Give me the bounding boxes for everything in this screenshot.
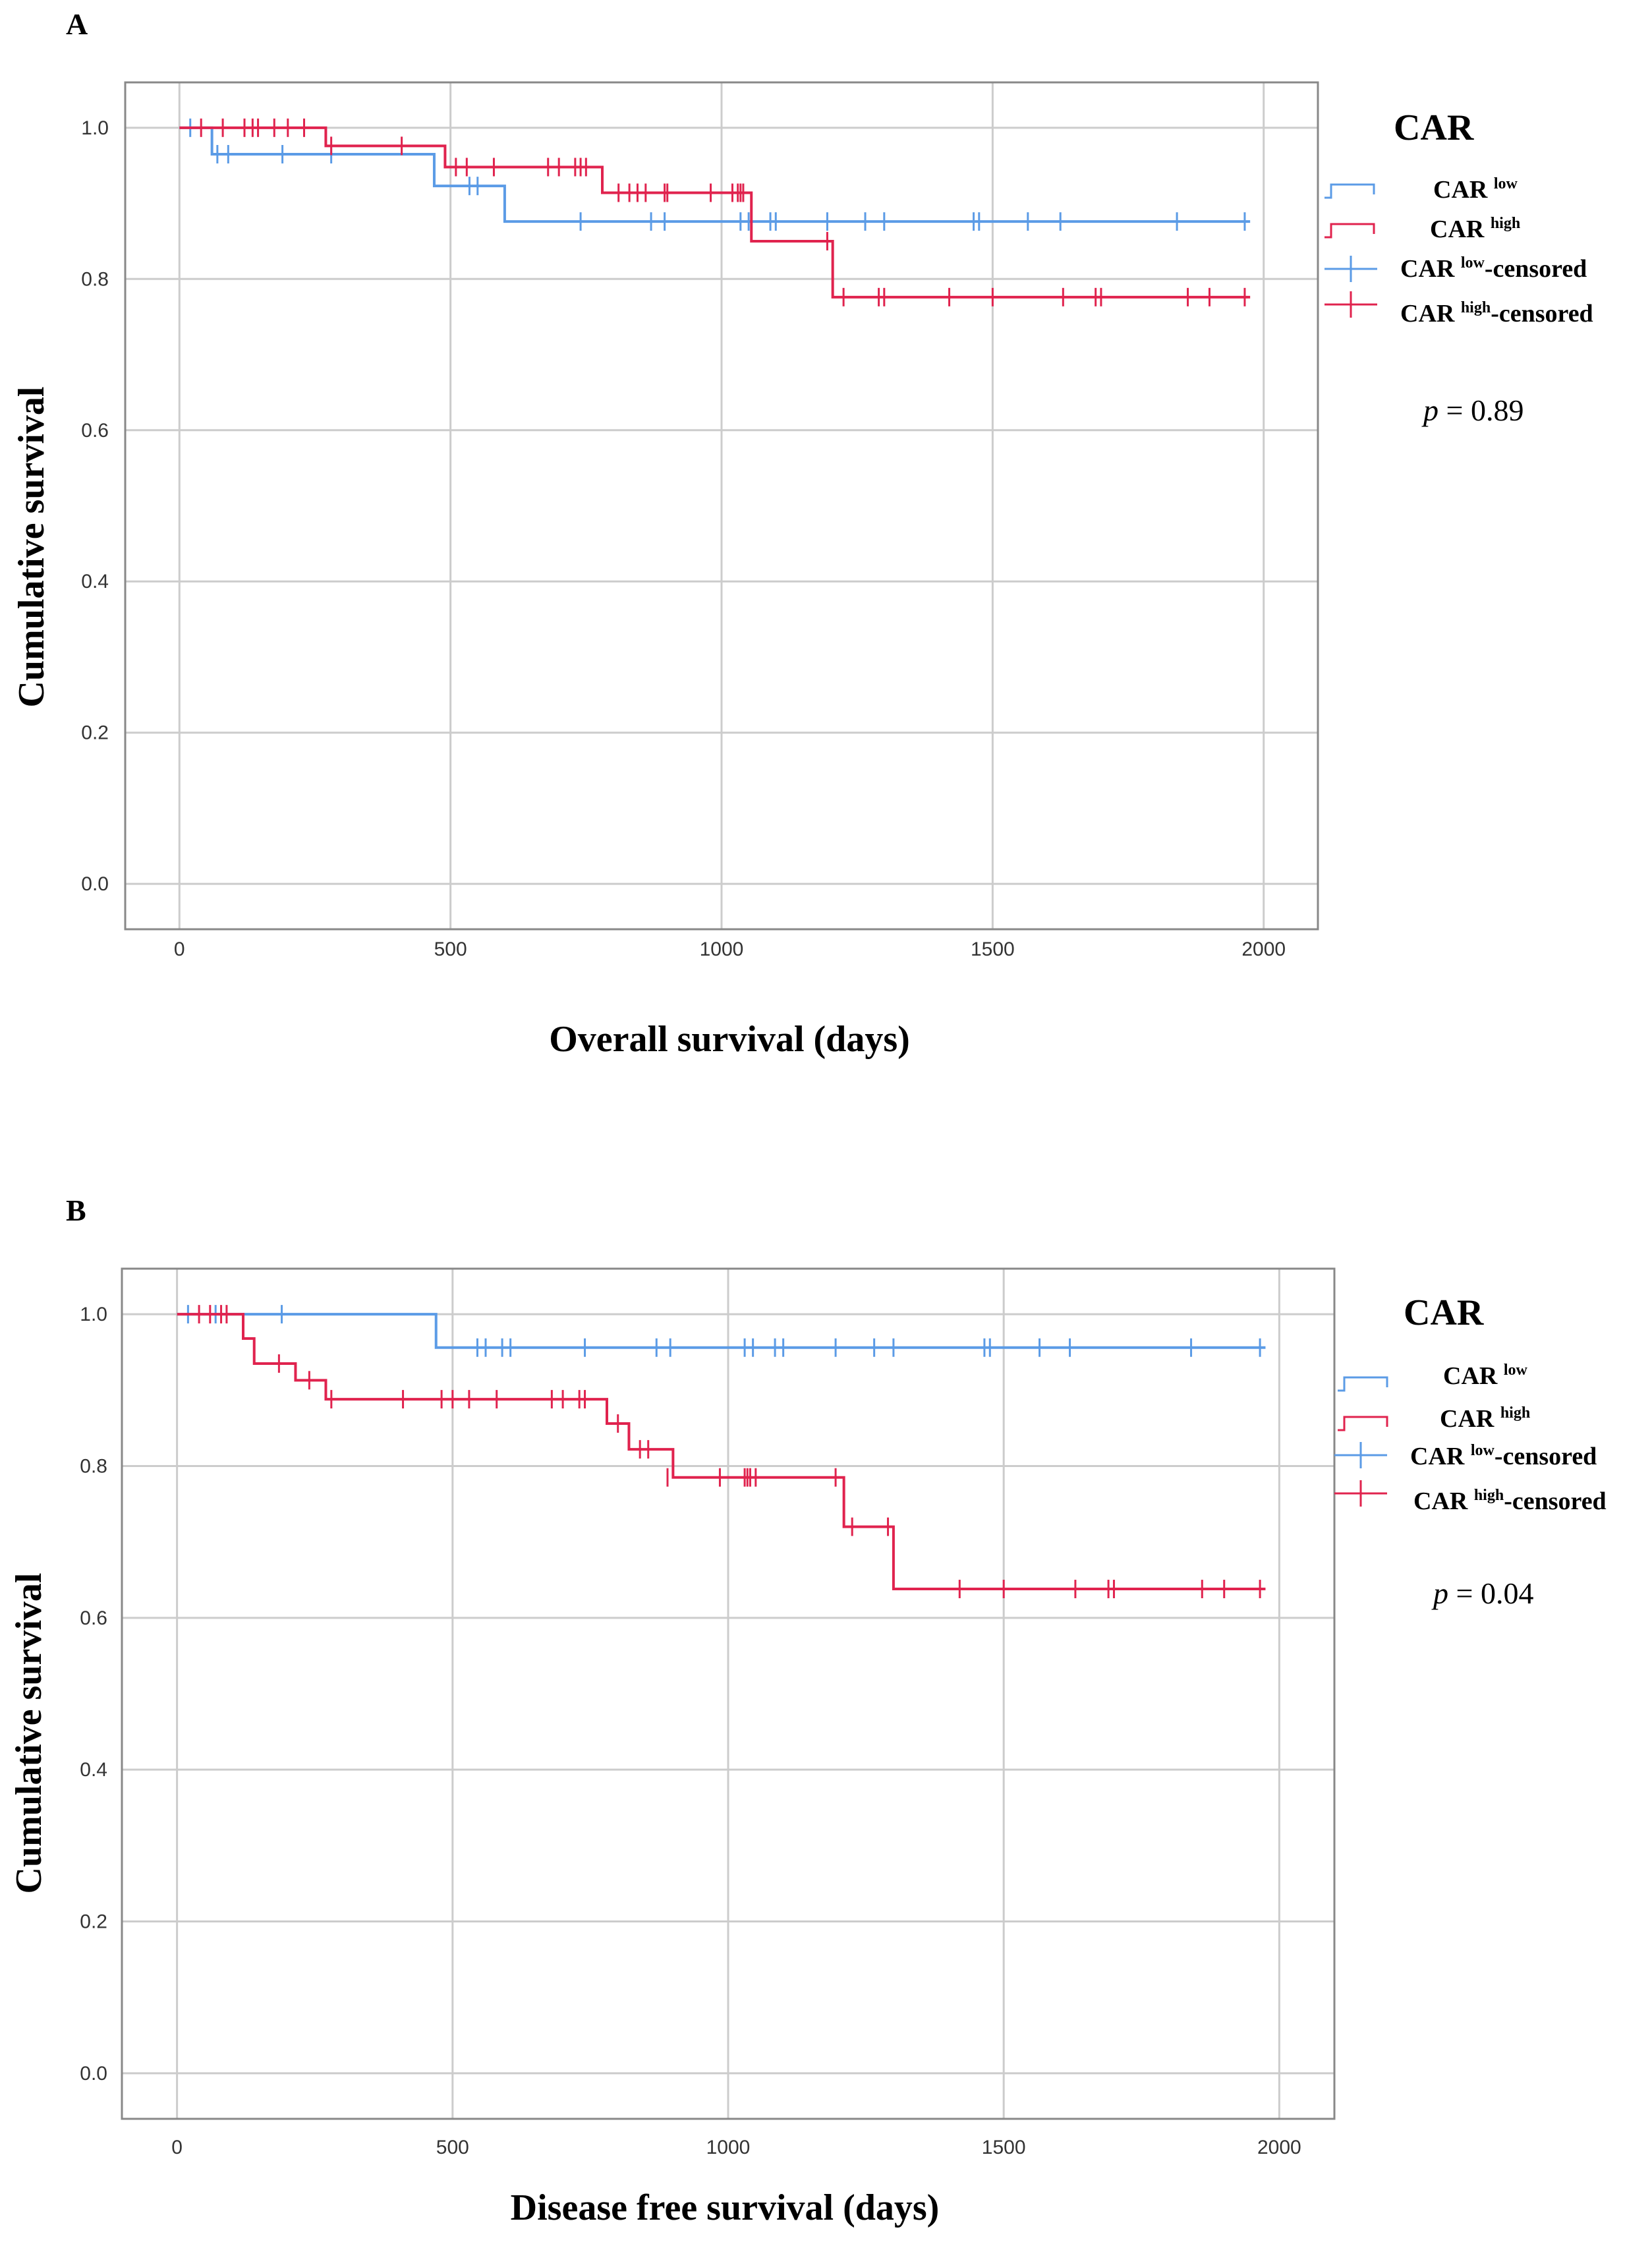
y-tick-label: 0.0 (80, 2063, 107, 2085)
plot-area-b (121, 1267, 1336, 2120)
x-tick-label: 1500 (971, 938, 1015, 960)
legend-title-b: CAR (1404, 1292, 1484, 1333)
legend-swatch-low-censor (1334, 1442, 1387, 1468)
x-tick-label: 1500 (982, 2137, 1026, 2158)
legend-item-car-low-censored-a: CAR low-censored (1324, 254, 1587, 283)
plot-area-a (124, 81, 1319, 931)
p-value-a: p = 0.89 (1421, 393, 1524, 427)
legend-b: CAR CAR low CAR high CAR low-censored CA… (1334, 1292, 1607, 1610)
panel-b: B 0.0 0.2 0.4 0.6 0.8 1.0 0 500 1000 1500 2000 Di… (9, 1194, 1607, 2228)
grid-b (122, 1269, 1334, 2119)
legend-label-car-high: CAR high (1430, 215, 1520, 243)
y-ticks-a: 0.0 0.2 0.4 0.6 0.8 1.0 (81, 117, 109, 895)
km-curve-car-high (179, 126, 1251, 299)
x-tick-label: 0 (174, 938, 185, 960)
legend-label-car-low: CAR low (1443, 1362, 1527, 1390)
y-tick-label: 0.6 (81, 420, 109, 442)
legend-label-car-high-censored: CAR high-censored (1400, 299, 1593, 328)
x-tick-label: 2000 (1241, 938, 1286, 960)
panel-letter-a: A (66, 7, 88, 41)
x-tick-label: 0 (171, 2137, 183, 2158)
legend-swatch-high-censor (1334, 1480, 1387, 1507)
legend-a: CAR CAR low CAR high CAR low-censored CA… (1324, 107, 1593, 427)
legend-swatch-low-step (1338, 1376, 1388, 1392)
y-axis-title-a: Cumulative survival (11, 387, 52, 708)
p-value-b: p = 0.04 (1431, 1576, 1533, 1610)
legend-swatch-high-step (1338, 1416, 1388, 1431)
legend-item-car-low-censored-b: CAR low-censored (1334, 1442, 1597, 1470)
series-a (179, 118, 1251, 306)
legend-swatch-low-censor (1324, 256, 1377, 282)
series-b (177, 1305, 1266, 1599)
legend-item-car-low-a: CAR low (1324, 175, 1518, 204)
y-tick-label: 0.8 (80, 1455, 107, 1477)
legend-label-car-low-censored: CAR low-censored (1410, 1442, 1597, 1470)
legend-item-car-high-a: CAR high (1324, 215, 1520, 243)
legend-swatch-high-censor (1324, 291, 1377, 318)
legend-swatch-high-step (1324, 223, 1375, 239)
legend-item-car-high-censored-b: CAR high-censored (1334, 1480, 1607, 1515)
legend-label-car-high-censored: CAR high-censored (1413, 1487, 1607, 1515)
x-axis-title-a: Overall survival (days) (549, 1019, 910, 1060)
y-tick-label: 0.2 (81, 722, 109, 744)
km-curve-car-high (177, 1313, 1266, 1591)
panel-letter-b: B (66, 1194, 86, 1227)
x-tick-label: 500 (436, 2137, 469, 2158)
y-tick-label: 0.2 (80, 1911, 107, 1933)
legend-item-car-high-censored-a: CAR high-censored (1324, 291, 1593, 328)
legend-item-car-high-b: CAR high (1338, 1404, 1530, 1433)
y-tick-label: 0.4 (80, 1759, 107, 1781)
panel-a: A 0.0 0.2 0.4 0.6 0.8 1.0 0 500 1000 1500 2000 Ov… (11, 7, 1593, 1060)
x-tick-label: 500 (434, 938, 467, 960)
y-tick-label: 1.0 (80, 1304, 107, 1325)
x-tick-label: 1000 (700, 938, 744, 960)
x-tick-label: 2000 (1257, 2137, 1301, 2158)
legend-label-car-low: CAR low (1433, 175, 1518, 204)
y-tick-label: 0.0 (81, 873, 109, 895)
legend-swatch-low-step (1324, 183, 1375, 199)
legend-title-a: CAR (1394, 107, 1474, 148)
legend-label-car-high: CAR high (1440, 1404, 1530, 1433)
x-axis-title-b: Disease free survival (days) (511, 2187, 940, 2228)
legend-label-car-low-censored: CAR low-censored (1400, 254, 1587, 283)
x-ticks-a: 0 500 1000 1500 2000 (174, 938, 1286, 960)
y-tick-label: 0.6 (80, 1607, 107, 1629)
y-ticks-b: 0.0 0.2 0.4 0.6 0.8 1.0 (80, 1304, 107, 2085)
legend-item-car-low-b: CAR low (1338, 1362, 1527, 1392)
km-curve-car-low (177, 1313, 1266, 1349)
y-tick-label: 0.8 (81, 268, 109, 290)
grid-a (125, 82, 1318, 929)
y-axis-title-b: Cumulative survival (9, 1573, 49, 1894)
x-tick-label: 1000 (706, 2137, 751, 2158)
x-ticks-b: 0 500 1000 1500 2000 (171, 2137, 1301, 2158)
y-tick-label: 1.0 (81, 117, 109, 139)
km-curve-car-low (179, 126, 1251, 223)
y-tick-label: 0.4 (81, 571, 109, 592)
